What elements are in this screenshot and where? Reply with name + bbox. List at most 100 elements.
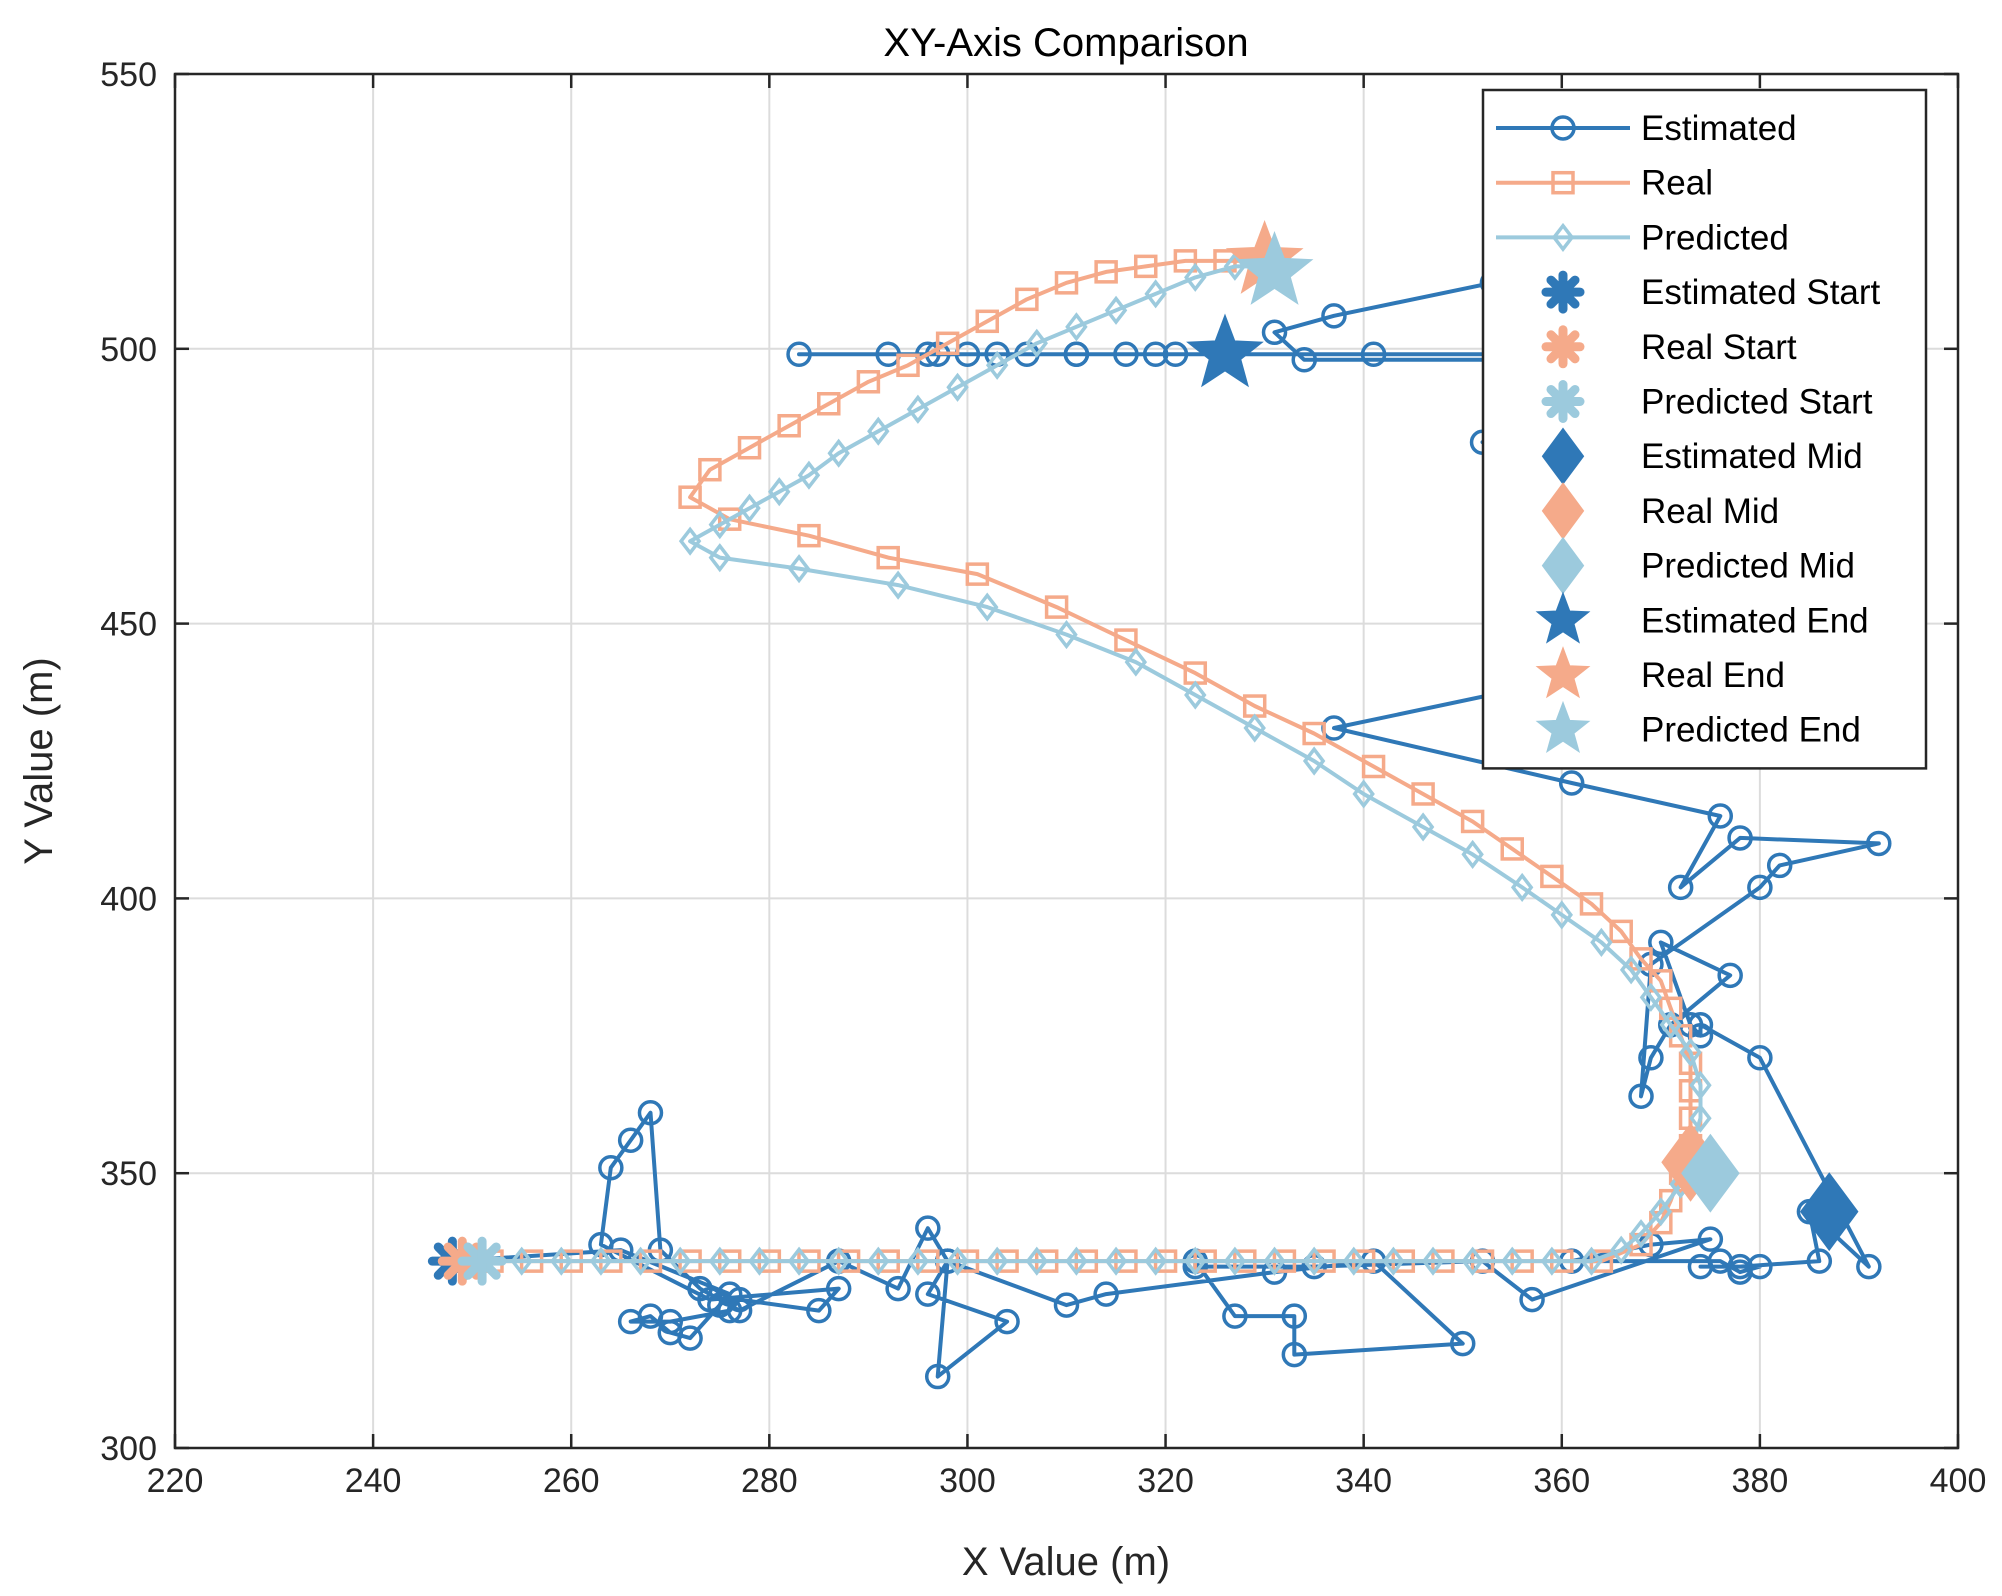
data-point-estimated (806, 1297, 832, 1324)
data-point-estimated (1261, 319, 1288, 346)
data-point-predicted (867, 416, 890, 446)
legend-item: Real (1496, 164, 1713, 203)
data-point-predicted (1550, 900, 1573, 930)
legend-marker-real (1551, 170, 1575, 195)
data-point-estimated (994, 1308, 1020, 1335)
data-point-predicted (1510, 872, 1534, 902)
data-point-real (1302, 721, 1326, 746)
data-point-estimated (885, 1275, 911, 1302)
legend-label: Real End (1641, 656, 1785, 695)
data-point-real (1133, 254, 1158, 279)
legend-label: Estimated End (1641, 601, 1869, 640)
data-point-estimated (1747, 1253, 1773, 1280)
legend-box (1481, 88, 1928, 770)
data-point-predicted (550, 1246, 573, 1276)
data-point-predicted (1124, 647, 1148, 677)
data-point-predicted (1184, 680, 1207, 710)
data-point-estimated (915, 1281, 941, 1307)
data-point-predicted (1065, 1246, 1088, 1276)
data-point-real (797, 523, 821, 548)
data-point-predicted (1540, 1246, 1564, 1276)
x-tick-label: 300 (939, 1462, 996, 1500)
data-point-predicted (1501, 1246, 1524, 1276)
legend-item: Predicted Start (1541, 380, 1873, 423)
legend-marker-estimated (1550, 115, 1576, 141)
legend-marker-real (1535, 646, 1591, 699)
data-point-real (876, 545, 900, 570)
data-point-estimated (687, 1275, 713, 1302)
data-point-estimated (1281, 1341, 1308, 1368)
data-point-estimated (1648, 929, 1674, 956)
data-point-predicted (1104, 1246, 1128, 1276)
data-point-predicted (1352, 779, 1375, 809)
legend-label: Real Mid (1641, 492, 1779, 531)
data-point-real (1173, 249, 1198, 273)
data-point-real (777, 413, 801, 438)
data-point-predicted (629, 1246, 652, 1276)
data-point-predicted (1104, 295, 1128, 325)
data-point-predicted (1263, 1246, 1286, 1276)
legend-item: Real End (1535, 646, 1785, 699)
data-point-estimated (1222, 1303, 1248, 1329)
x-tick-label: 220 (147, 1462, 204, 1500)
legend-label: Predicted Mid (1641, 547, 1855, 586)
legend-item: Predicted End (1535, 700, 1861, 754)
data-point-predicted (1144, 1246, 1167, 1276)
data-point-predicted (787, 554, 811, 584)
data-point-estimated (1519, 1286, 1545, 1313)
data-point-predicted (1619, 955, 1643, 985)
data-point-predicted (678, 526, 702, 556)
data-point-estimated (657, 1319, 684, 1346)
y-tick-label: 400 (100, 880, 157, 918)
data-point-predicted (1025, 1246, 1048, 1276)
y-tick-label: 450 (100, 606, 157, 644)
legend-marker-predicted (1551, 222, 1575, 252)
data-point-predicted (985, 350, 1009, 380)
data-point-predicted (1679, 1037, 1702, 1067)
data-point-estimated (915, 1215, 941, 1241)
data-point-predicted (1689, 1103, 1712, 1133)
data-point-estimated (1766, 852, 1793, 879)
data-point-estimated (1707, 803, 1734, 829)
data-point-estimated (1806, 1248, 1833, 1274)
data-point-estimated (637, 1099, 664, 1126)
data-point-predicted (827, 1246, 850, 1276)
data-point-estimated (726, 1286, 753, 1313)
data-point-estimated (1321, 303, 1347, 329)
data-point-real (1411, 782, 1435, 806)
x-tick-label: 360 (1533, 1462, 1590, 1500)
data-point-predicted (787, 1246, 811, 1276)
x-tick-label: 280 (741, 1462, 798, 1500)
data-point-real (1609, 919, 1633, 944)
legend-marker-real (1541, 325, 1585, 369)
data-point-estimated (1142, 341, 1169, 368)
legend-label: Predicted (1641, 218, 1789, 257)
data-point-predicted (946, 372, 969, 402)
x-tick-label: 400 (1930, 1462, 1987, 1500)
legend-label: Real Start (1641, 328, 1797, 367)
data-point-estimated (598, 1154, 624, 1181)
data-point-estimated (1291, 347, 1317, 373)
data-point-estimated (1747, 874, 1773, 901)
data-point-predicted (1580, 1246, 1603, 1276)
data-point-estimated (617, 1127, 644, 1153)
data-point-estimated (617, 1308, 644, 1335)
data-point-real (717, 507, 742, 531)
data-point-estimated (1628, 1083, 1654, 1110)
data-point-real (975, 309, 1000, 334)
data-point-predicted (668, 1246, 692, 1276)
data-point-predicted (1025, 328, 1048, 358)
data-point-estimated (1113, 341, 1139, 368)
data-point-real (737, 435, 762, 460)
data-point-predicted (1649, 1197, 1673, 1227)
data-point-predicted (708, 1246, 732, 1276)
x-axis-label: X Value (m) (962, 1540, 1170, 1584)
data-point-real (896, 353, 920, 378)
data-point-estimated (1162, 341, 1189, 368)
data-point-real (698, 457, 722, 482)
data-point-real (1015, 287, 1039, 312)
data-point-real (678, 485, 702, 509)
data-point-estimated (1687, 1253, 1714, 1280)
data-point-predicted (708, 510, 732, 540)
